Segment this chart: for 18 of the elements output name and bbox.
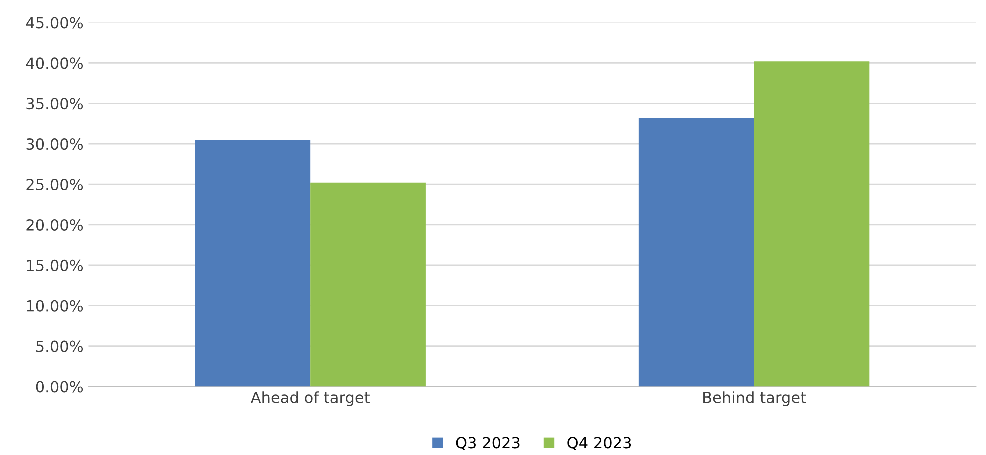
y-tick-label: 0.00% [36,381,84,393]
bar [638,118,754,387]
x-tick-label: Behind target [704,392,806,406]
y-tick-label: 30.00% [26,138,84,150]
y-tick-label: 25.00% [26,178,84,191]
y-tick-label: 45.00% [26,17,84,29]
y-tick-label: 5.00% [36,340,84,352]
legend-label: Q4 2023 [568,437,632,450]
bar [310,182,426,387]
x-tick-label: Ahead of target [250,392,370,406]
y-tick-label: 20.00% [26,219,84,231]
bar [195,140,311,387]
legend-label: Q3 2023 [456,437,520,450]
y-tick-label: 15.00% [27,260,84,272]
y-tick-label: 40.00% [26,58,84,70]
y-tick-label: 10.00% [27,300,84,312]
y-tick-label: 35.00% [26,98,84,110]
bar [754,62,870,387]
